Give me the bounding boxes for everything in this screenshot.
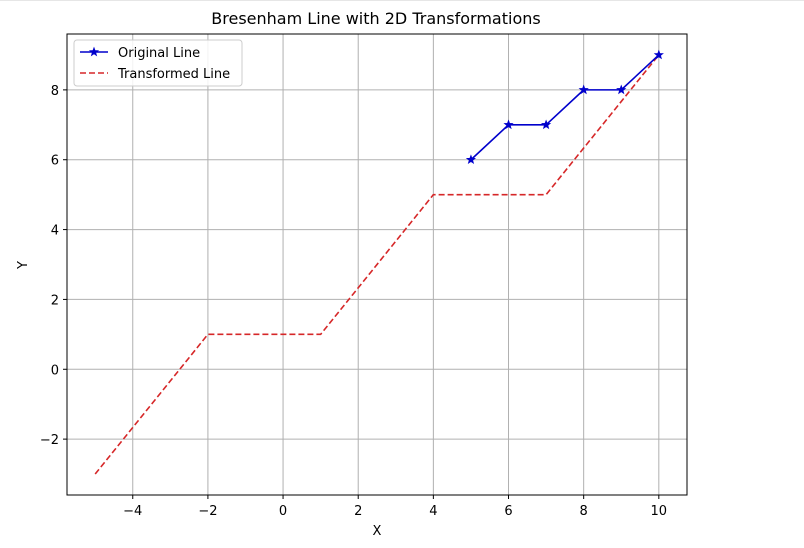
y-tick-label: 8 (51, 84, 59, 99)
data-point-marker (503, 119, 514, 130)
window-top-border (0, 0, 804, 1)
legend-label-1: Transformed Line (117, 67, 230, 82)
series-line-1 (94, 54, 660, 475)
data-point-marker (465, 154, 477, 165)
x-tick-label: 8 (580, 504, 588, 519)
y-axis-label: Y (16, 261, 31, 270)
y-tick-label: 0 (51, 363, 59, 378)
grid (67, 34, 687, 495)
series-layer (94, 49, 664, 475)
y-tick-label: 4 (51, 224, 59, 239)
y-tick-label: 2 (51, 293, 59, 308)
legend-label-0: Original Line (118, 46, 200, 61)
series-line-0 (470, 54, 660, 161)
x-tick-label: 0 (279, 504, 287, 519)
y-axis: −2 0 2 4 6 8 (40, 84, 67, 448)
legend: Original Line Transformed Line (73, 39, 243, 87)
data-point-marker (578, 84, 589, 95)
data-point-marker (653, 49, 664, 60)
data-point-marker (540, 119, 552, 130)
data-point-marker (616, 84, 627, 95)
x-tick-label: −2 (198, 504, 217, 519)
y-tick-label: 6 (51, 154, 59, 169)
x-axis: −4 −2 0 2 4 6 8 10 (123, 495, 667, 519)
x-tick-label: −4 (123, 504, 142, 519)
x-tick-label: 10 (651, 504, 668, 519)
y-tick-label: −2 (40, 433, 59, 448)
legend-marker (88, 46, 100, 57)
x-axis-label: X (373, 524, 382, 539)
x-tick-label: 6 (504, 504, 512, 519)
x-tick-label: 2 (354, 504, 362, 519)
legend-box (73, 39, 243, 87)
chart-title: Bresenham Line with 2D Transformations (211, 9, 540, 28)
x-tick-label: 4 (429, 504, 437, 519)
plot-frame (66, 33, 688, 496)
